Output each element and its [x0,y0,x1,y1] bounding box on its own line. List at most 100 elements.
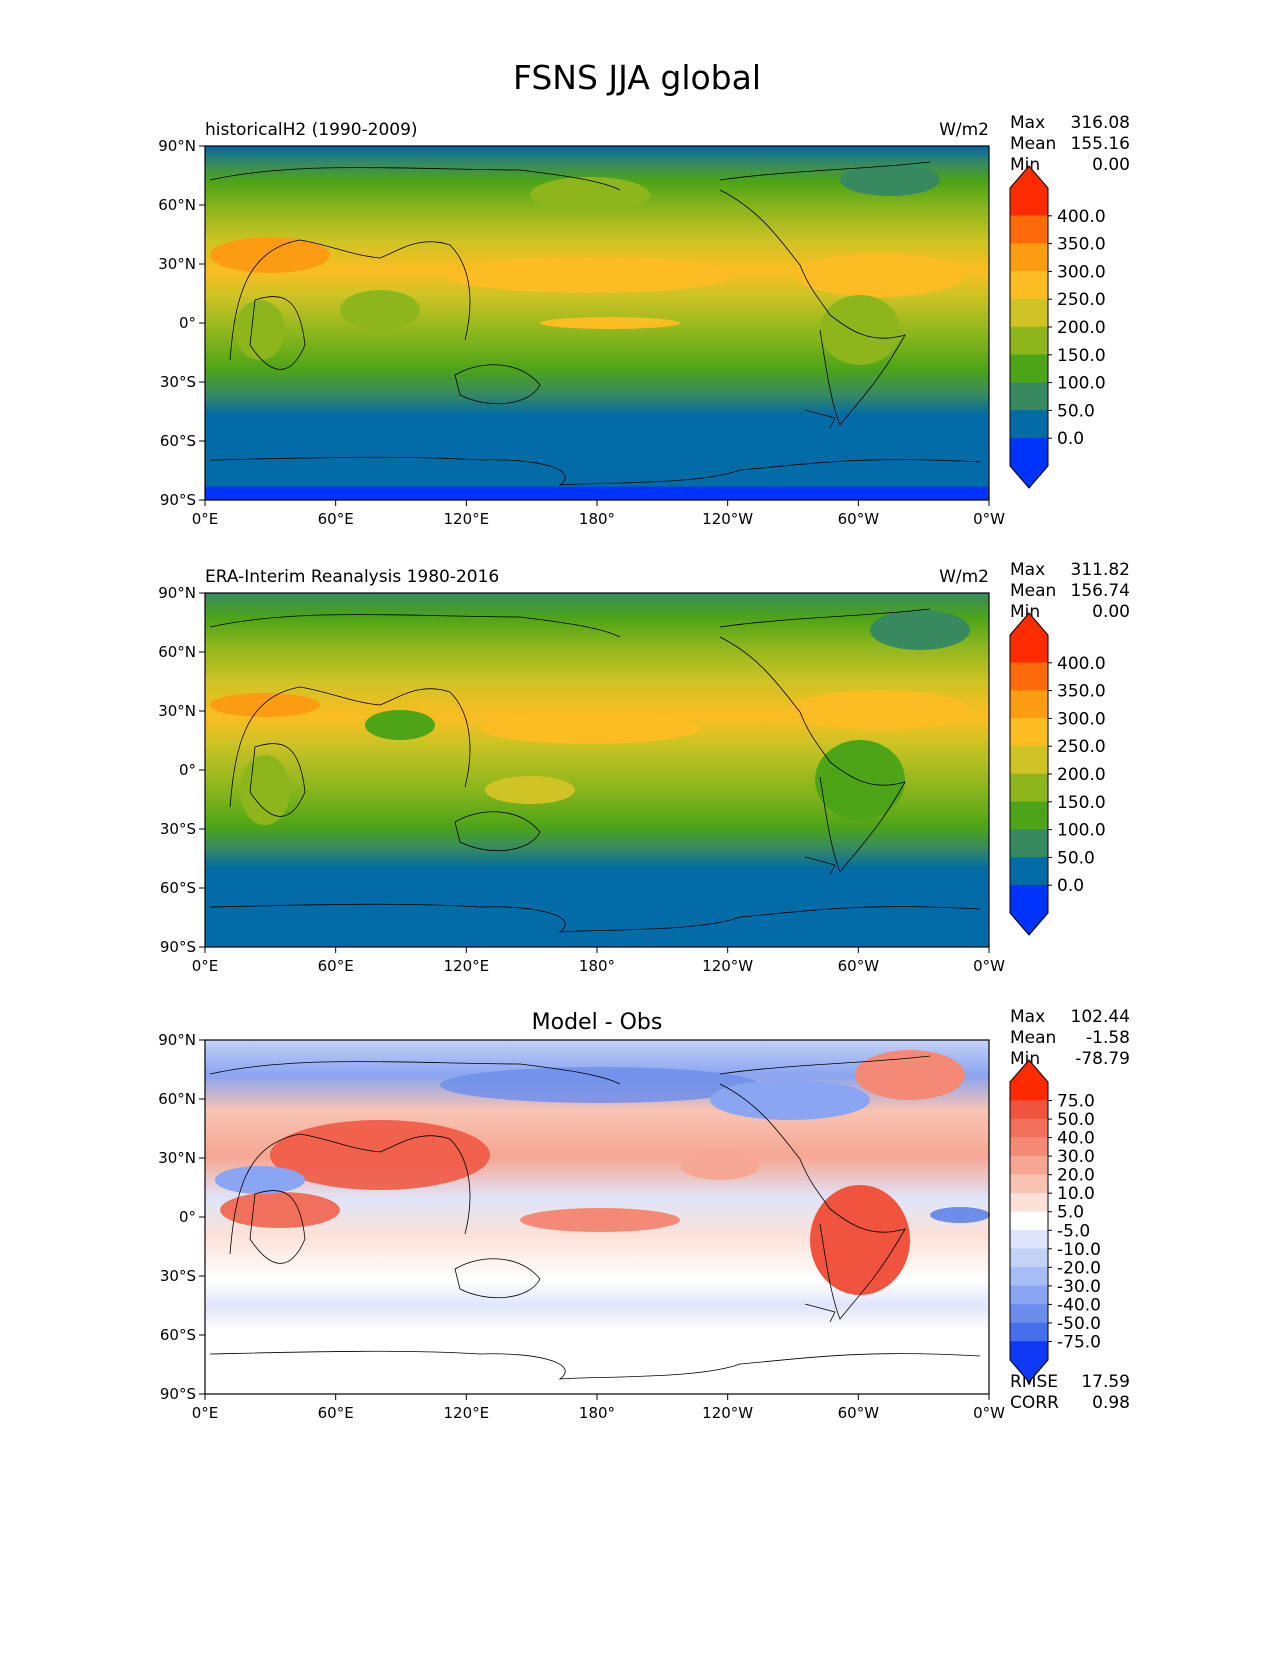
lat-tick-label: 30°S [160,820,196,838]
lat-tick-label: 0° [179,761,196,779]
dynamic-layer: historicalH2 (1990-2009) W/m2 90°N 60°N 30°N… [158,113,1130,1422]
panel-1-units: W/m2 [939,120,989,140]
stat-value: -78.79 [1075,1049,1130,1069]
lon-tick-label: 0°W [973,510,1005,528]
colorbar-segment [1009,884,1049,936]
colorbar-segment [1009,745,1049,775]
lon-tick-label: 60°W [838,957,880,975]
lat-tick-label: 60°S [160,879,196,897]
colorbar-label: 150.0 [1057,793,1106,813]
panel-3-title: Model - Obs [532,1010,663,1035]
panel-2 [204,592,990,948]
colorbar-label: -20.0 [1057,1258,1101,1278]
panel-2-units: W/m2 [939,567,989,587]
stat-value: -1.58 [1086,1028,1130,1048]
lat-tick-label: 60°N [158,1090,196,1108]
colorbar-segment [1009,773,1049,803]
panel-2-left-label: ERA-Interim Reanalysis 1980-2016 [205,567,499,587]
colorbar-segment [1009,1192,1049,1212]
colorbar-label: 300.0 [1057,262,1106,282]
stat-label: RMSE [1010,1372,1058,1392]
colorbar-segment [1009,857,1049,886]
colorbar-segment [1009,1304,1049,1324]
stat-value: 311.82 [1071,560,1130,580]
lon-tick-label: 180° [579,510,615,528]
lat-tick-label: 60°N [158,196,196,214]
colorbar-label: 50.0 [1057,401,1095,421]
lat-tick-label: 30°N [158,255,196,273]
panel-1 [204,145,990,501]
lon-tick-label: 120°W [702,957,753,975]
lon-tick-label: 0°E [192,957,219,975]
lon-tick-label: 180° [579,1404,615,1422]
lat-tick-label: 0° [179,1208,196,1226]
colorbar-segment [1009,662,1049,691]
colorbar-label: 100.0 [1057,374,1106,394]
lon-tick-label: 60°W [838,1404,880,1422]
stat-label: Mean [1010,1028,1056,1048]
lat-tick-label: 90°S [160,938,196,956]
lat-tick-label: 30°S [160,1267,196,1285]
colorbar-label: 400.0 [1057,654,1106,674]
colorbar-label: 5.0 [1057,1203,1084,1223]
colorbar-segment [1009,1285,1049,1305]
lat-tick-label: 90°S [160,1385,196,1403]
lon-tick-label: 0°W [973,957,1005,975]
lat-tick-label: 30°N [158,702,196,720]
figure-title: FSNS JJA global [513,58,761,97]
colorbar-label: 200.0 [1057,765,1106,785]
colorbar-segment [1009,354,1049,383]
colorbar-label: 150.0 [1057,346,1106,366]
colorbar-segment [1009,243,1049,272]
colorbar-label: 350.0 [1057,235,1106,255]
lat-tick-label: 0° [179,314,196,332]
colorbar-label: -30.0 [1057,1277,1101,1297]
colorbar-label: 250.0 [1057,290,1106,310]
lon-tick-label: 180° [579,957,615,975]
colorbar-segment [1009,718,1049,747]
colorbar-label: 30.0 [1057,1147,1095,1167]
colorbar-segment [1009,1211,1049,1231]
colorbar-segment [1009,690,1049,719]
colorbar-segment [1009,271,1049,300]
colorbar-label: 400.0 [1057,207,1106,227]
colorbar-label: 50.0 [1057,1110,1095,1130]
colorbar-segment [1009,326,1049,356]
colorbar-segment [1009,1174,1049,1194]
colorbar-label: 0.0 [1057,429,1084,449]
lat-tick-label: 30°S [160,373,196,391]
stat-value: 0.00 [1092,602,1130,622]
colorbar-segment [1009,801,1049,830]
stat-value: 102.44 [1071,1007,1130,1027]
colorbar-outline [1009,165,1049,489]
map-blobs-2 [210,610,970,825]
lat-tick-label: 60°S [160,432,196,450]
colorbar-label: 40.0 [1057,1129,1095,1149]
stat-value: 0.00 [1092,155,1130,175]
colorbar-label: -50.0 [1057,1314,1101,1334]
lon-tick-label: 60°W [838,510,880,528]
colorbar-segment [1009,410,1049,439]
lon-tick-label: 0°E [192,1404,219,1422]
map-blobs-3 [215,1050,990,1295]
lat-tick-label: 60°S [160,1326,196,1344]
lon-tick-label: 60°E [318,1404,354,1422]
lat-tick-label: 90°N [158,584,196,602]
stat-value: 0.98 [1092,1393,1130,1413]
colorbar-label: 250.0 [1057,737,1106,757]
stat-label: CORR [1010,1393,1059,1413]
coastlines-3 [209,1055,981,1380]
colorbar-label: -75.0 [1057,1332,1101,1352]
lon-tick-label: 60°E [318,957,354,975]
lat-tick-label: 90°N [158,137,196,155]
colorbar-label: 0.0 [1057,876,1084,896]
colorbar-segment [1009,1230,1049,1250]
panel-1-left-label: historicalH2 (1990-2009) [205,120,418,140]
lon-tick-label: 120°E [444,510,490,528]
lat-tick-label: 60°N [158,643,196,661]
colorbar-label: -10.0 [1057,1240,1101,1260]
colorbar-label: 350.0 [1057,682,1106,702]
colorbar-segment [1009,382,1049,411]
lon-tick-label: 120°W [702,1404,753,1422]
